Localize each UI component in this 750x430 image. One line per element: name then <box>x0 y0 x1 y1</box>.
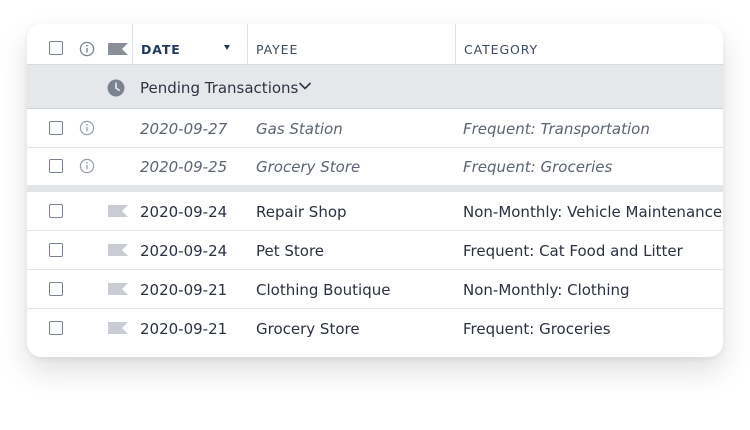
date-cell: 2020-09-21 <box>140 281 228 299</box>
date-cell: 2020-09-27 <box>140 120 228 138</box>
chevron-down-icon[interactable] <box>298 81 312 91</box>
flag-icon[interactable] <box>108 283 128 295</box>
column-divider <box>132 24 133 64</box>
flag-header-icon[interactable] <box>108 43 128 55</box>
column-divider <box>247 24 248 64</box>
row-checkbox[interactable] <box>49 204 63 218</box>
payee-cell: Pet Store <box>256 242 325 260</box>
date-column-header[interactable]: DATE <box>141 42 181 57</box>
select-all-checkbox[interactable] <box>49 41 63 55</box>
table-header: DATE PAYEE CATEGORY <box>27 24 723 65</box>
category-cell: Frequent: Transportation <box>463 120 650 138</box>
table-row[interactable]: 2020-09-24 Repair Shop Non-Monthly: Vehi… <box>27 192 723 231</box>
table-row[interactable]: 2020-09-21 Grocery Store Frequent: Groce… <box>27 309 723 347</box>
category-cell: Frequent: Cat Food and Litter <box>463 242 683 260</box>
table-row[interactable]: 2020-09-21 Clothing Boutique Non-Monthly… <box>27 270 723 309</box>
pending-separator <box>27 185 723 192</box>
flag-icon[interactable] <box>108 244 128 256</box>
category-cell: Frequent: Groceries <box>463 158 613 176</box>
date-cell: 2020-09-21 <box>140 320 228 338</box>
payee-cell: Grocery Store <box>256 158 361 176</box>
date-cell: 2020-09-24 <box>140 203 228 221</box>
info-header-icon <box>79 41 95 57</box>
payee-column-header[interactable]: PAYEE <box>256 42 299 57</box>
date-cell: 2020-09-25 <box>140 158 228 176</box>
row-checkbox[interactable] <box>49 282 63 296</box>
clock-icon <box>107 79 125 97</box>
flag-icon[interactable] <box>108 322 128 334</box>
payee-cell: Gas Station <box>256 120 343 138</box>
payee-cell: Clothing Boutique <box>256 281 391 299</box>
payee-cell: Grocery Store <box>256 320 360 338</box>
info-icon[interactable] <box>79 158 95 174</box>
date-cell: 2020-09-24 <box>140 242 228 260</box>
pending-transactions-toggle[interactable]: Pending Transactions <box>27 65 723 109</box>
info-icon[interactable] <box>79 120 95 136</box>
payee-cell: Repair Shop <box>256 203 347 221</box>
caret-down-icon[interactable] <box>224 45 230 50</box>
pending-transaction-row[interactable]: 2020-09-25 Grocery Store Frequent: Groce… <box>27 147 723 185</box>
pending-transactions-label: Pending Transactions <box>140 79 299 97</box>
pending-transaction-row[interactable]: 2020-09-27 Gas Station Frequent: Transpo… <box>27 109 723 148</box>
table-row[interactable]: 2020-09-24 Pet Store Frequent: Cat Food … <box>27 231 723 270</box>
category-cell: Non-Monthly: Vehicle Maintenance <box>463 203 723 221</box>
column-divider <box>455 24 456 64</box>
row-checkbox[interactable] <box>49 243 63 257</box>
transactions-table: DATE PAYEE CATEGORY Pending Transactions… <box>27 24 723 357</box>
category-cell: Frequent: Groceries <box>463 320 611 338</box>
flag-icon[interactable] <box>108 205 128 217</box>
row-checkbox[interactable] <box>49 321 63 335</box>
category-cell: Non-Monthly: Clothing <box>463 281 630 299</box>
row-checkbox[interactable] <box>49 159 63 173</box>
category-column-header[interactable]: CATEGORY <box>464 42 539 57</box>
row-checkbox[interactable] <box>49 121 63 135</box>
